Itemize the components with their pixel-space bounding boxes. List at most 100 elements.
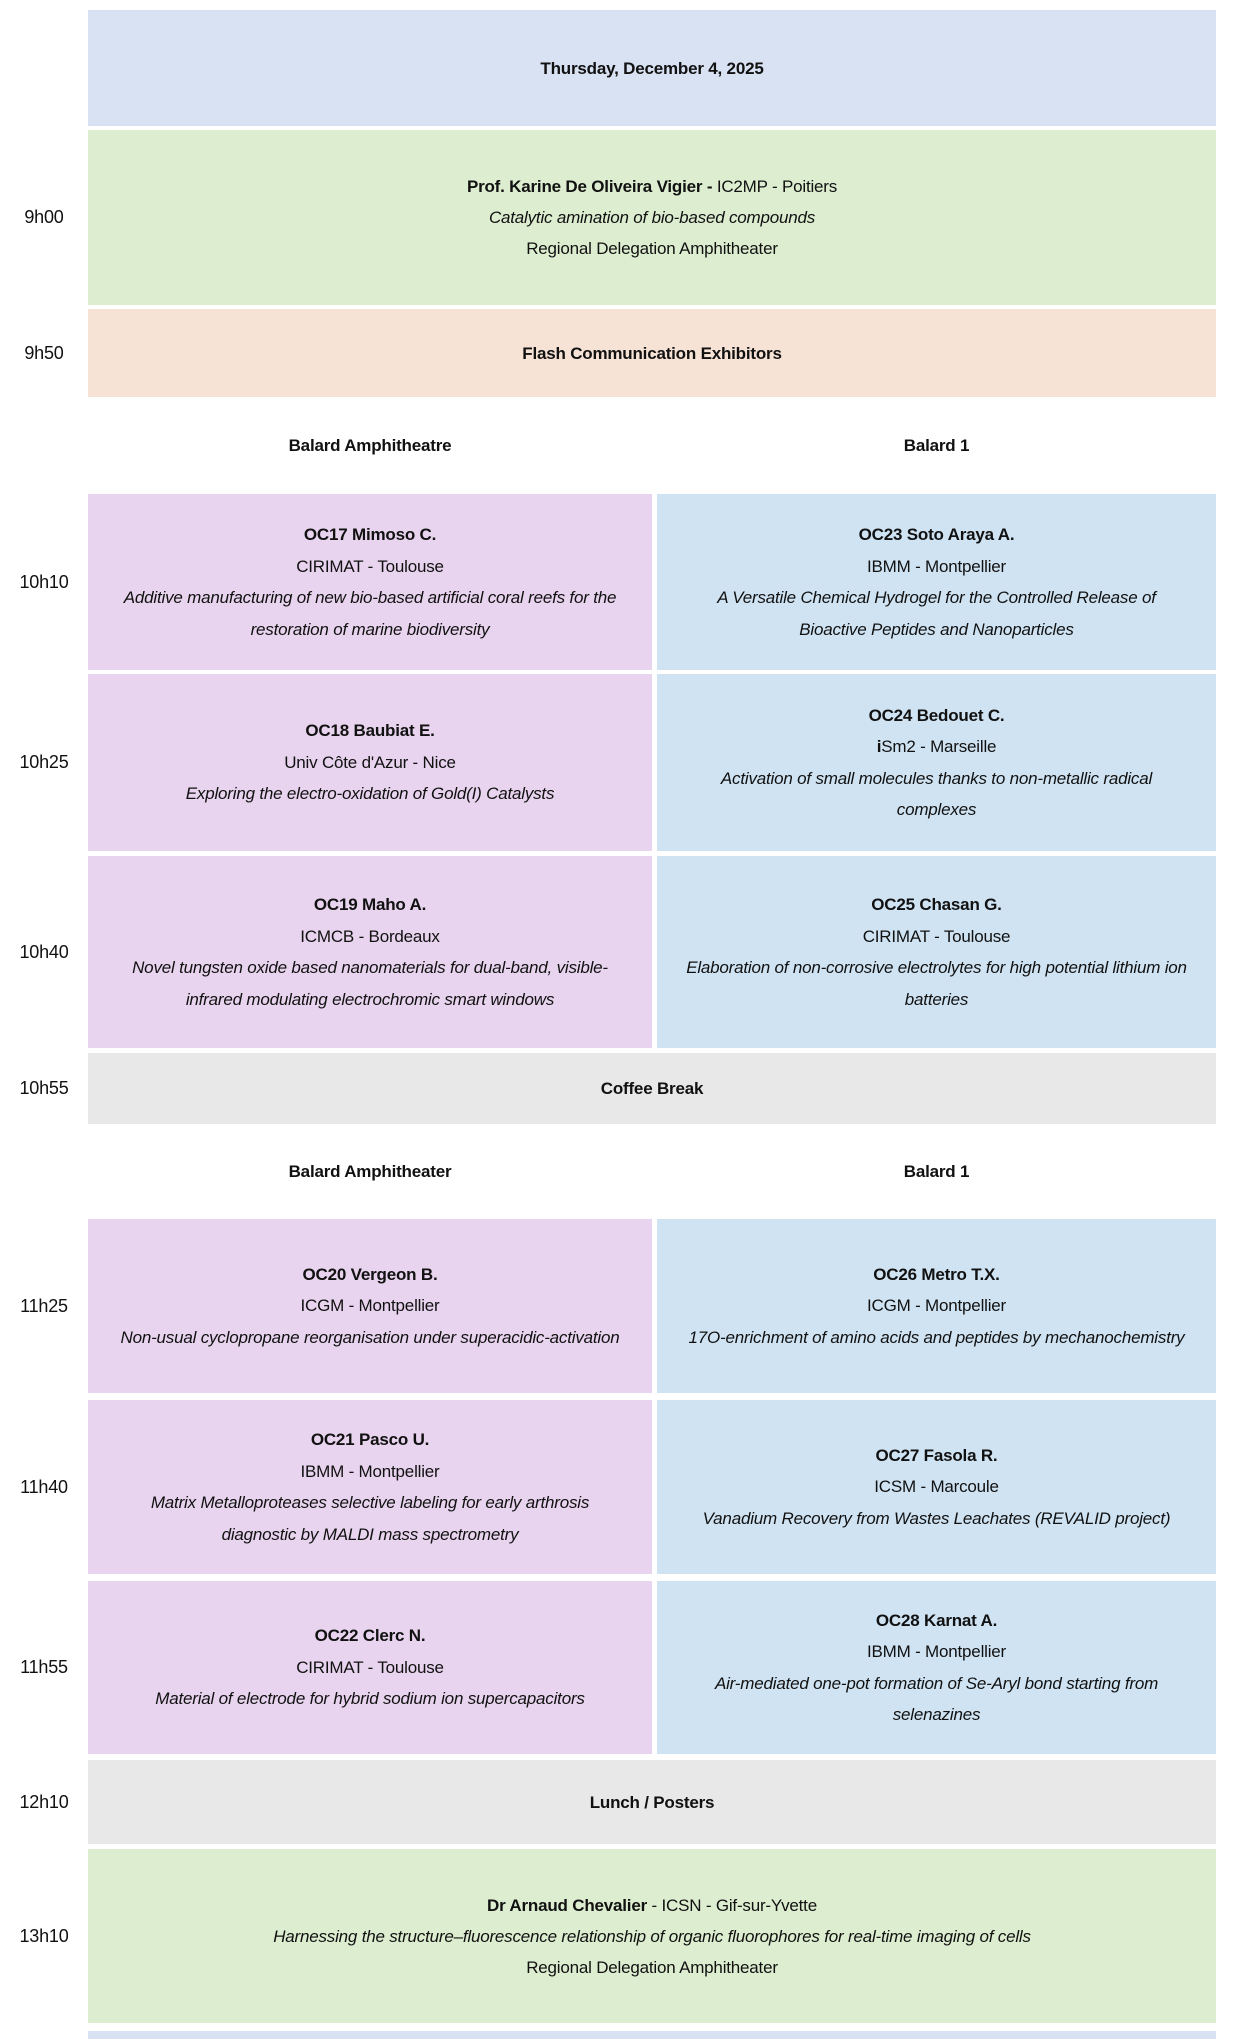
affiliation-rest: Sm2 - Marseille (881, 737, 997, 756)
oral-session-row: 11h25 OC20 Vergeon B. ICGM - Montpellier… (0, 1219, 1238, 1393)
session-affiliation: ICGM - Montpellier (300, 1296, 440, 1316)
venue-header-right: Balard 1 (903, 435, 970, 455)
session-code-author: OC24 Bedouet C. (868, 705, 1005, 725)
session-code-author: OC21 Pasco U. (310, 1430, 430, 1449)
time-label: 10h55 (19, 1078, 69, 1098)
session-affiliation: ICMCB - Bordeaux (300, 926, 440, 946)
session-affiliation: ICGM - Montpellier (866, 1296, 1007, 1316)
session-card-oc17: OC17 Mimoso C. CIRIMAT - Toulouse Additi… (88, 494, 652, 670)
session-card-oc27: OC27 Fasola R. ICSM - Marcoule Vanadium … (657, 1400, 1216, 1574)
session-location: Regional Delegation Amphitheater (526, 1957, 778, 1977)
speaker-affiliation: IC2MP - Poitiers (712, 177, 838, 196)
session-location: Regional Delegation Amphitheater (526, 239, 778, 258)
time-label: 13h10 (19, 1925, 69, 1946)
session-code-author: OC17 Mimoso C. (303, 525, 437, 544)
session-affiliation: CIRIMAT - Toulouse (296, 556, 444, 576)
time-label: 10h40 (19, 941, 69, 962)
oral-session-row: 11h55 OC22 Clerc N. CIRIMAT - Toulouse M… (0, 1581, 1238, 1754)
session-affiliation: IBMM - Montpellier (866, 556, 1007, 576)
time-label: 11h40 (20, 1476, 68, 1497)
time-spacer (0, 397, 88, 494)
session-card-oc18: OC18 Baubiat E. Univ Côte d'Azur - Nice … (88, 674, 652, 851)
next-day-header-partial (88, 2031, 1216, 2039)
speaker-name: Prof. Karine De Oliveira Vigier - (466, 177, 713, 196)
session-card-oc20: OC20 Vergeon B. ICGM - Montpellier Non-u… (88, 1219, 652, 1393)
session-code-author: OC23 Soto Araya A. (858, 525, 1015, 544)
plenary-session-row: 9h00 Prof. Karine De Oliveira Vigier - I… (0, 130, 1238, 305)
time-spacer (0, 1124, 88, 1219)
oral-session-row: 10h10 OC17 Mimoso C. CIRIMAT - Toulouse … (0, 494, 1238, 670)
time-label: 11h25 (20, 1295, 68, 1316)
session-abstract: Elaboration of non-corrosive electrolyte… (686, 958, 1187, 1009)
venue-header-left: Balard Amphitheater (288, 1161, 452, 1181)
session-abstract: Exploring the electro-oxidation of Gold(… (185, 784, 555, 804)
time-label: 12h10 (19, 1791, 69, 1812)
plenary-session-row: 13h10 Dr Arnaud Chevalier - ICSN - Gif-s… (0, 1849, 1238, 2023)
speaker-name: Dr Arnaud Chevalier (487, 1895, 647, 1915)
session-abstract: Non-usual cyclopropane reorganisation un… (120, 1327, 620, 1347)
session-abstract: Vanadium Recovery from Wastes Leachates … (702, 1508, 1171, 1528)
speaker-affiliation: - ICSN - Gif-sur-Yvette (647, 1895, 818, 1915)
date-header: Thursday, December 4, 2025 (88, 10, 1216, 126)
session-abstract: Activation of small molecules thanks to … (720, 768, 1153, 820)
oral-session-row: 10h40 OC19 Maho A. ICMCB - Bordeaux Nove… (0, 856, 1238, 1048)
time-spacer (0, 2031, 88, 2039)
venue-header-row: Balard Amphitheater Balard 1 (0, 1124, 1238, 1219)
speaker-line: Prof. Karine De Oliveira Vigier - IC2MP … (88, 171, 1216, 202)
session-card-oc26: OC26 Metro T.X. ICGM - Montpellier 17O-e… (657, 1219, 1216, 1393)
session-card-oc21: OC21 Pasco U. IBMM - Montpellier Matrix … (88, 1400, 652, 1574)
time-label: 11h55 (20, 1657, 68, 1677)
session-card-oc25: OC25 Chasan G. CIRIMAT - Toulouse Elabor… (657, 856, 1216, 1048)
speaker-line: Dr Arnaud Chevalier - ICSN - Gif-sur-Yve… (88, 1890, 1216, 1921)
session-affiliation: iSm2 - Marseille (685, 731, 1188, 763)
oral-session-row: 11h40 OC21 Pasco U. IBMM - Montpellier M… (0, 1400, 1238, 1574)
session-code-author: OC28 Karnat A. (875, 1610, 998, 1630)
venue-header-row: Balard Amphitheatre Balard 1 (0, 397, 1238, 494)
session-card-oc24: OC24 Bedouet C. iSm2 - Marseille Activat… (657, 674, 1216, 851)
flash-session-row: 9h50 Flash Communication Exhibitors (0, 309, 1238, 397)
next-block-strip-row (0, 2031, 1238, 2039)
session-code-author: OC25 Chasan G. (871, 895, 1002, 914)
session-abstract: Matrix Metalloproteases selective labeli… (150, 1493, 590, 1544)
session-abstract: Additive manufacturing of new bio-based … (123, 588, 617, 639)
session-abstract: Material of electrode for hybrid sodium … (155, 1689, 585, 1709)
session-code-author: OC26 Metro T.X. (873, 1264, 1000, 1284)
coffee-break-label: Coffee Break (88, 1053, 1216, 1124)
time-label: 10h25 (19, 752, 69, 772)
session-code-author: OC22 Clerc N. (314, 1626, 426, 1646)
session-affiliation: IBMM - Montpellier (300, 1461, 440, 1481)
plenary-session-card: Prof. Karine De Oliveira Vigier - IC2MP … (88, 130, 1216, 305)
talk-title: Harnessing the structure–fluorescence re… (273, 1926, 1031, 1946)
time-label: 9h50 (24, 342, 64, 363)
session-affiliation: CIRIMAT - Toulouse (862, 926, 1011, 946)
session-code-author: OC19 Maho A. (313, 895, 427, 914)
session-card-oc28: OC28 Karnat A. IBMM - Montpellier Air-me… (657, 1581, 1216, 1754)
session-abstract: Novel tungsten oxide based nanomaterials… (132, 958, 608, 1009)
session-abstract: 17O-enrichment of amino acids and peptid… (688, 1327, 1185, 1347)
lunch-label: Lunch / Posters (88, 1760, 1216, 1844)
session-abstract: A Versatile Chemical Hydrogel for the Co… (717, 588, 1156, 639)
session-affiliation: ICSM - Marcoule (874, 1477, 999, 1497)
affiliation-bold-prefix: i (876, 737, 882, 756)
session-abstract: Air-mediated one-pot formation of Se-Ary… (714, 1673, 1159, 1725)
session-affiliation: CIRIMAT - Toulouse (296, 1657, 444, 1677)
session-affiliation: Univ Côte d'Azur - Nice (284, 752, 456, 772)
time-label: 9h00 (24, 207, 64, 227)
lunch-row: 12h10 Lunch / Posters (0, 1760, 1238, 1844)
session-card-oc22: OC22 Clerc N. CIRIMAT - Toulouse Materia… (88, 1581, 652, 1754)
venue-header-left: Balard Amphitheatre (288, 435, 452, 455)
session-affiliation: IBMM - Montpellier (866, 1642, 1007, 1661)
time-spacer (0, 10, 88, 126)
talk-title: Catalytic amination of bio-based compoun… (488, 208, 816, 227)
time-label: 10h10 (19, 571, 69, 592)
session-code-author: OC18 Baubiat E. (305, 721, 435, 741)
flash-session-label: Flash Communication Exhibitors (88, 309, 1216, 397)
date-header-row: Thursday, December 4, 2025 (0, 10, 1238, 126)
session-card-oc19: OC19 Maho A. ICMCB - Bordeaux Novel tung… (88, 856, 652, 1048)
coffee-break-row: 10h55 Coffee Break (0, 1053, 1238, 1124)
oral-session-row: 10h25 OC18 Baubiat E. Univ Côte d'Azur -… (0, 674, 1238, 851)
plenary-session-card: Dr Arnaud Chevalier - ICSN - Gif-sur-Yve… (88, 1849, 1216, 2023)
venue-header-right: Balard 1 (903, 1161, 970, 1181)
session-code-author: OC27 Fasola R. (875, 1445, 998, 1465)
